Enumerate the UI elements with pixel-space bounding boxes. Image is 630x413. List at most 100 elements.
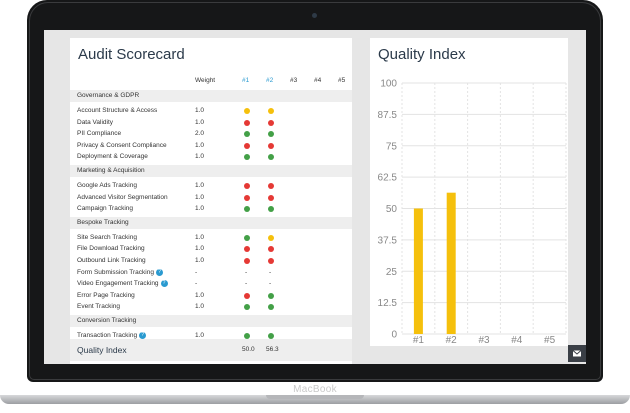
audit-scorecard-panel: Audit Scorecard Weight #1 #2 #3 #4 #5 Go… [70,38,352,364]
quality-bar-chart: 0 12.5 25 37.5 50 62.5 75 87.5 100 #1 #2 #3 #4 #5 [378,79,567,346]
x-tick-label: #3 [478,335,490,346]
y-tick-label: 25 [386,267,398,278]
row-label-text: Video Engagement Tracking [77,280,159,288]
score-dot-red [268,119,274,126]
row-label-text: Data Validity [77,118,114,126]
y-tick-label: 100 [380,79,397,90]
score-dot-red [268,194,274,201]
row-label: Outbound Link Tracking [77,257,146,264]
row-weight: 1.0 [195,257,205,264]
score-dot-green [268,154,274,161]
score-dot-yellow [268,108,274,114]
section-title: Conversion Tracking [77,317,137,324]
row-label: File Download Tracking [77,245,145,252]
row-weight: 1.0 [195,205,205,213]
row-weight: - [195,268,198,276]
chart-title: Quality Index [378,46,466,63]
row-weight: 1.0 [195,291,205,299]
info-icon[interactable]: ? [139,332,147,339]
score-dash: - [269,280,272,288]
row-label-text: Transaction Tracking [77,332,138,340]
row-label-text: Outbound Link Tracking [77,257,146,264]
row-label: Privacy & Consent Compliance [77,142,167,149]
score-dot-red [244,119,250,126]
section-header: Governance & GDPR [70,90,352,102]
row-label-text: Site Search Tracking [77,233,137,241]
score-dot-red [268,246,274,253]
column-header-4: #4 [314,77,322,84]
row-label: Video Engagement Tracking? [77,280,168,287]
section-title: Governance & GDPR [77,92,140,99]
row-weight: 1.0 [195,193,205,201]
score-dot-red [244,258,250,264]
score-dot-red [244,194,250,201]
score-dot-red [244,142,250,149]
scorecard-title: Audit Scorecard [78,46,185,63]
score-dash: - [245,268,248,276]
column-header-2[interactable]: #2 [266,77,274,84]
row-weight: - [195,280,198,288]
row-label: Deployment & Coverage [77,153,148,160]
score-dot-green [268,206,274,213]
score-dot-yellow [268,234,274,241]
y-tick-label: 62.5 [378,173,398,184]
row-label-text: PII Compliance [77,130,122,138]
score-dot-green [268,333,274,339]
row-weight: 1.0 [195,153,205,161]
x-tick-label: #4 [511,335,523,346]
section-header: Marketing & Acquisition [70,165,352,177]
quality-index-label: Quality Index [77,345,127,355]
x-tick-label: #5 [544,335,556,346]
info-icon[interactable]: ? [160,280,168,288]
row-label-text: Event Tracking [77,303,120,311]
bar-2[interactable] [446,192,456,334]
column-header-1[interactable]: #1 [242,77,250,84]
score-dot-red [268,258,274,264]
score-dot-red [244,183,250,189]
laptop-lid-edge [29,2,601,380]
column-header-weight: Weight [195,77,216,84]
y-tick-label: 37.5 [378,235,398,246]
row-label-text: Google Ads Tracking [77,182,137,189]
column-header-5: #5 [338,77,346,84]
row-label: Site Search Tracking [77,234,137,241]
row-weight: 1.0 [195,233,205,241]
score-dot-green [268,304,274,311]
y-tick-label: 12.5 [378,298,398,309]
mail-icon [572,350,582,357]
quality-chart-panel: Quality Index 0 12.5 25 37.5 50 62.5 75 87.5 100… [370,38,568,346]
row-weight: 1.0 [195,118,205,126]
column-header-3: #3 [290,77,298,84]
bar-1[interactable] [413,208,423,335]
row-label: Data Validity [77,119,113,126]
row-label: Transaction Tracking? [77,332,147,340]
row-label-text: Form Submission Tracking [77,268,154,276]
score-dot-red [244,246,250,253]
row-label-text: Error Page Tracking [77,291,135,299]
y-tick-label: 75 [386,141,398,152]
row-label-text: Deployment & Coverage [77,153,148,161]
x-tick-label: #1 [413,335,425,346]
info-icon[interactable]: ? [155,268,163,276]
score-dot-green [244,234,250,241]
score-dot-red [268,183,274,189]
row-label: Google Ads Tracking [77,182,137,189]
section-title: Marketing & Acquisition [77,167,145,174]
score-dot-red [244,292,250,299]
quality-index-value-2: 56.3 [266,346,279,353]
mail-button[interactable] [568,345,586,362]
score-dot-green [244,304,250,311]
y-tick-label: 50 [386,204,398,215]
row-weight: 1.0 [195,245,205,253]
score-dot-red [268,142,274,149]
row-label: Event Tracking [77,303,120,310]
y-tick-label: 0 [391,330,397,341]
screen: Audit Scorecard Weight #1 #2 #3 #4 #5 Go… [44,30,586,364]
row-label-text: File Download Tracking [77,245,145,253]
row-label: Form Submission Tracking? [77,268,163,276]
score-dot-green [244,131,250,138]
row-label-text: Account Structure & Access [77,107,158,114]
section-header: Bespoke Tracking [70,216,352,229]
row-weight: 1.0 [195,107,205,114]
